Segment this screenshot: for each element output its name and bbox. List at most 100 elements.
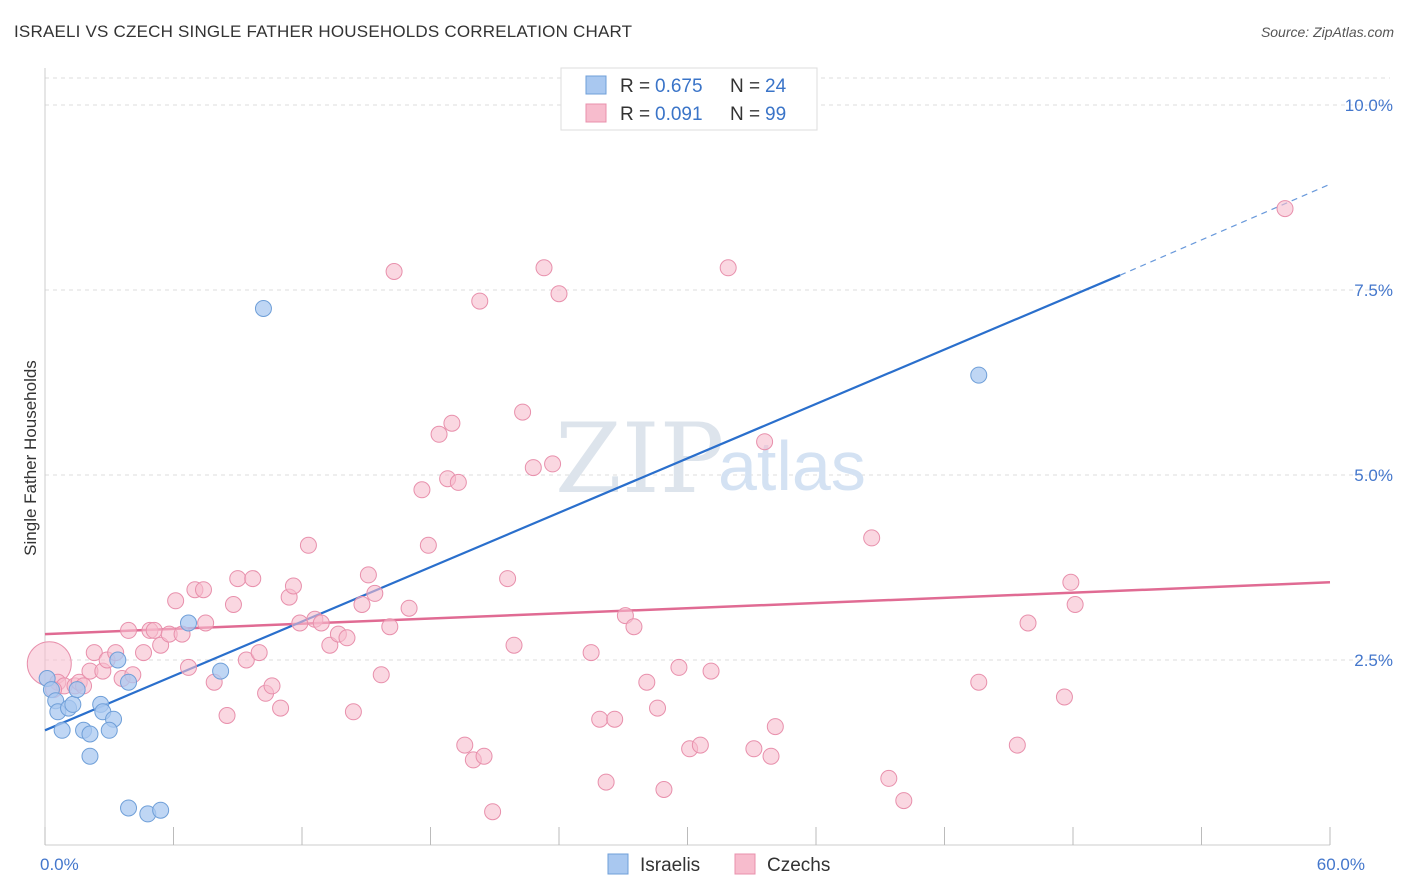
legend-n-value-israelis: 24	[765, 76, 787, 97]
point-czechs-26	[224, 596, 242, 613]
bottom-legend-swatch-israelis	[607, 853, 629, 875]
point-czechs-22	[194, 581, 212, 599]
point-czechs-28	[237, 651, 255, 669]
point-czechs-37	[299, 536, 317, 554]
point-israelis-23	[970, 366, 988, 384]
point-israelis-9	[81, 725, 99, 743]
point-czechs-83	[745, 740, 763, 758]
point-czechs-80	[691, 736, 709, 754]
point-israelis-15	[120, 673, 138, 691]
point-czechs-62	[499, 570, 517, 588]
point-czechs-76	[649, 699, 667, 717]
point-czechs-50	[400, 599, 418, 617]
data-points	[26, 200, 1294, 823]
point-czechs-27	[229, 570, 247, 588]
trend-line-israelis	[44, 274, 1121, 732]
point-czechs-74	[625, 618, 643, 636]
point-czechs-75	[638, 673, 656, 691]
point-israelis-13	[100, 721, 118, 739]
point-israelis-16	[81, 747, 99, 765]
point-czechs-82	[719, 259, 737, 277]
legend-n-label-israelis: N =	[730, 76, 760, 97]
point-czechs-57	[456, 736, 474, 754]
point-czechs-18	[167, 592, 185, 610]
point-czechs-39	[312, 614, 330, 632]
point-czechs-20	[179, 658, 197, 676]
top-legend: R = 0.675 N = 24 R = 0.091 N = 99	[560, 67, 818, 131]
point-czechs-61	[484, 803, 502, 821]
source-label: Source: ZipAtlas.com	[1260, 24, 1394, 40]
point-czechs-49	[385, 263, 403, 280]
point-israelis-6	[64, 695, 82, 713]
bottom-legend: Israelis Czechs	[607, 853, 830, 876]
point-czechs-93	[1055, 688, 1073, 706]
point-czechs-77	[655, 781, 673, 798]
point-czechs-35	[284, 577, 302, 595]
point-czechs-85	[762, 747, 780, 765]
point-czechs-96	[1276, 200, 1294, 218]
point-israelis-4	[53, 721, 71, 739]
point-czechs-64	[514, 403, 532, 421]
point-czechs-15	[145, 621, 163, 639]
point-czechs-67	[544, 455, 562, 473]
point-israelis-7	[68, 681, 86, 699]
point-israelis-20	[179, 614, 197, 632]
chart-title: ISRAELI VS CZECH SINGLE FATHER HOUSEHOLD…	[14, 22, 633, 41]
y-tick-label-2: 7.5%	[1354, 281, 1393, 300]
watermark: ZIP atlas	[555, 403, 866, 515]
point-czechs-90	[970, 673, 988, 691]
point-czechs-89	[895, 792, 913, 810]
point-czechs-92	[1019, 614, 1037, 632]
trend-line-israelis-extension	[1119, 183, 1331, 276]
tick-labels: 2.5% 5.0% 7.5% 10.0% 0.0% 60.0%	[40, 96, 1393, 874]
bottom-legend-swatch-czechs	[734, 853, 756, 875]
point-czechs-29	[244, 570, 262, 588]
point-czechs-25	[218, 707, 236, 724]
watermark-atlas: atlas	[718, 427, 866, 505]
point-czechs-72	[606, 710, 624, 728]
watermark-zip: ZIP	[555, 403, 724, 515]
point-czechs-45	[359, 566, 377, 584]
point-czechs-81	[702, 662, 720, 680]
point-czechs-53	[430, 425, 448, 443]
legend-n-label-czechs: N =	[730, 104, 760, 125]
y-tick-label-0: 2.5%	[1354, 651, 1393, 670]
point-czechs-87	[863, 529, 881, 547]
legend-r-value-israelis: 0.675	[655, 76, 703, 97]
point-czechs-48	[381, 618, 399, 636]
point-czechs-56	[449, 473, 467, 491]
point-czechs-91	[1008, 736, 1026, 754]
point-czechs-95	[1066, 596, 1084, 613]
point-czechs-46	[366, 584, 384, 602]
point-czechs-44	[353, 596, 371, 613]
point-czechs-13	[135, 644, 153, 662]
point-czechs-30	[250, 644, 268, 662]
point-czechs-42	[338, 629, 356, 647]
point-czechs-11	[120, 621, 138, 639]
point-czechs-43	[344, 703, 362, 721]
legend-r-label-israelis: R =	[620, 76, 650, 97]
legend-n-value-czechs: 99	[765, 104, 786, 125]
legend-r-label-czechs: R =	[620, 104, 650, 125]
point-czechs-33	[272, 699, 290, 717]
x-tick-label-0: 0.0%	[40, 855, 79, 874]
point-czechs-52	[419, 536, 437, 554]
point-israelis-22	[254, 300, 272, 317]
point-czechs-78	[670, 658, 688, 676]
point-israelis-19	[152, 801, 170, 819]
point-czechs-94	[1062, 573, 1080, 591]
point-czechs-36	[291, 614, 309, 632]
point-czechs-69	[582, 644, 600, 662]
point-czechs-68	[550, 285, 568, 303]
point-czechs-86	[766, 718, 784, 736]
y-axis-label: Single Father Households	[21, 360, 40, 556]
point-israelis-14	[109, 651, 127, 669]
legend-swatch-israelis	[585, 75, 607, 95]
legend-swatch-czechs	[585, 103, 607, 123]
point-czechs-70	[591, 710, 609, 728]
point-czechs-88	[880, 769, 898, 787]
point-czechs-66	[535, 259, 553, 277]
point-czechs-59	[471, 292, 489, 310]
point-czechs-65	[524, 459, 542, 477]
